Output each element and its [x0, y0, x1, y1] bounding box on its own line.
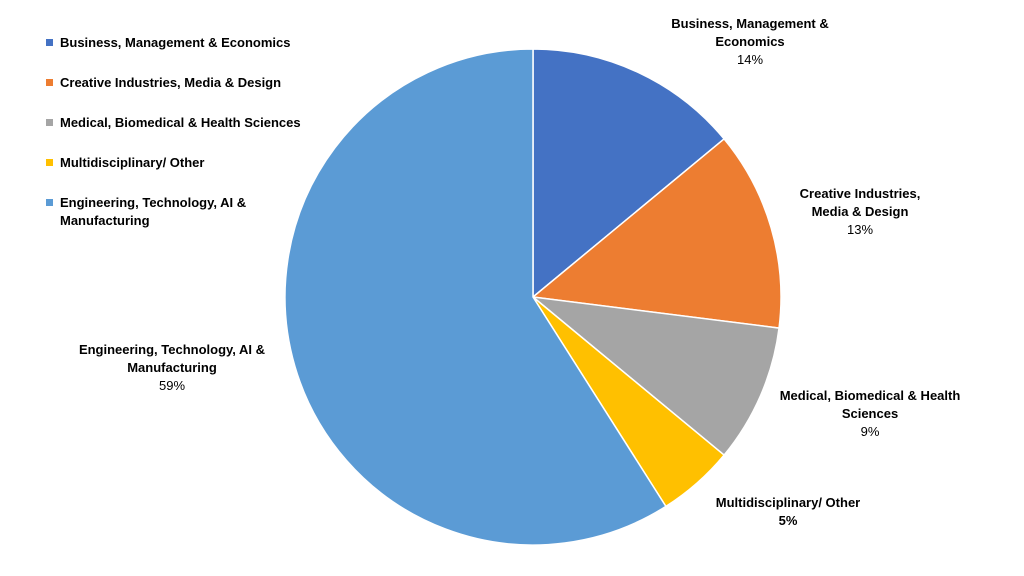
- data-label-business: Business, Management & Economics 14%: [640, 15, 860, 69]
- legend-item-business[interactable]: Business, Management & Economics: [46, 34, 316, 52]
- data-label-value: 14%: [736, 52, 764, 67]
- data-label-name: Business, Management &: [671, 16, 829, 31]
- legend-label: Engineering, Technology, AI & Manufactur…: [60, 195, 247, 228]
- data-label-name: Manufacturing: [127, 360, 217, 375]
- pie-slice-business-management-economics[interactable]: [532, 48, 726, 299]
- pie-slice-medical-biomedical-health-sciences[interactable]: [530, 295, 780, 457]
- legend-swatch: [46, 119, 53, 126]
- legend-label: Business, Management & Economics: [60, 35, 291, 50]
- data-label-value: 13%: [846, 222, 874, 237]
- data-label-engineering: Engineering, Technology, AI & Manufactur…: [62, 341, 282, 395]
- pie-slice-engineering-technology-ai-manufacturing[interactable]: [284, 48, 667, 546]
- data-label-name: Medical, Biomedical & Health: [779, 388, 961, 403]
- legend-swatch: [46, 199, 53, 206]
- legend-label: Medical, Biomedical & Health Sciences: [60, 115, 301, 130]
- data-label-name: Engineering, Technology, AI &: [78, 342, 266, 357]
- data-label-name: Economics: [715, 34, 785, 49]
- legend-swatch: [46, 159, 53, 166]
- data-label-name: Media & Design: [811, 204, 909, 219]
- data-label-value: 9%: [860, 424, 880, 439]
- legend-swatch: [46, 79, 53, 86]
- legend-label: Multidisciplinary/ Other: [60, 155, 205, 170]
- legend-item-engineering[interactable]: Engineering, Technology, AI & Manufactur…: [46, 194, 316, 230]
- data-label-multidisciplinary: Multidisciplinary/ Other 5%: [688, 494, 888, 530]
- legend-swatch: [46, 39, 53, 46]
- legend: Business, Management & Economics Creativ…: [46, 34, 316, 252]
- legend-label: Creative Industries, Media & Design: [60, 75, 282, 90]
- legend-item-medical[interactable]: Medical, Biomedical & Health Sciences: [46, 114, 316, 132]
- data-label-creative: Creative Industries, Media & Design 13%: [770, 185, 950, 239]
- pie-slice-creative-industries-media-design[interactable]: [531, 137, 782, 329]
- data-label-medical: Medical, Biomedical & Health Sciences 9%: [760, 387, 980, 441]
- data-label-value: 59%: [158, 378, 186, 393]
- data-label-value: 5%: [778, 513, 798, 528]
- legend-item-multidisciplinary[interactable]: Multidisciplinary/ Other: [46, 154, 316, 172]
- data-label-name: Sciences: [841, 406, 899, 421]
- legend-item-creative[interactable]: Creative Industries, Media & Design: [46, 74, 316, 92]
- data-label-name: Creative Industries,: [799, 186, 921, 201]
- data-label-name: Multidisciplinary/ Other: [715, 495, 861, 510]
